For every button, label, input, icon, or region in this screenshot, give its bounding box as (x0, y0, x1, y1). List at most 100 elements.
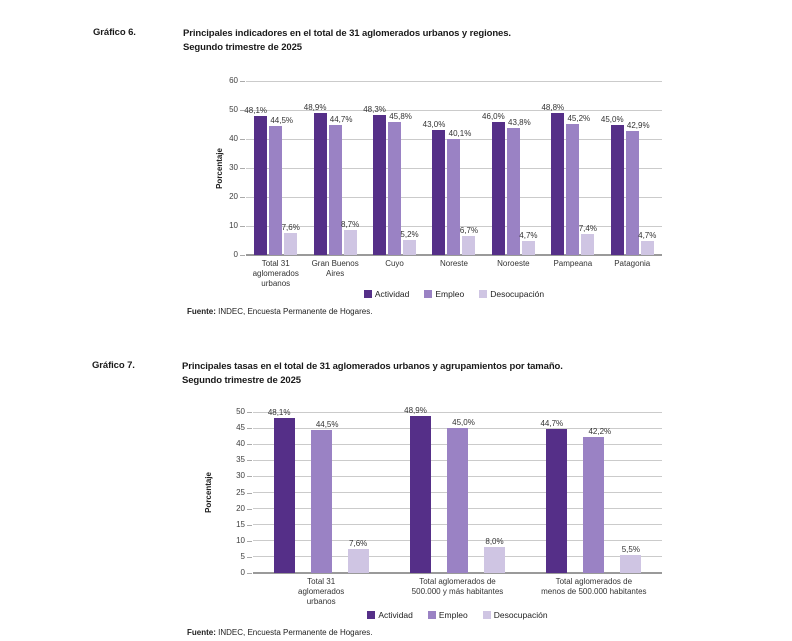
x-axis-category-label: Cuyo (385, 259, 404, 268)
figure-6-title: Principales indicadores en el total de 3… (183, 27, 511, 54)
x-axis-baseline (246, 254, 662, 256)
bar-group: 45,0% 42,9% 4,7% (601, 81, 662, 255)
gridline (246, 80, 662, 82)
y-axis-tick-mark (247, 492, 252, 494)
chart-legend: Actividad Empleo Desocupación (246, 289, 662, 299)
bar-value-label: 45,2% (567, 113, 591, 123)
figure-6-source-text: INDEC, Encuesta Permanente de Hogares. (215, 307, 373, 316)
bar-group: 48,1% 44,5% 7,6% (253, 408, 389, 573)
bar-actividad: 48,8% (541, 103, 565, 255)
bar-empleo: 40,1% (447, 129, 471, 255)
bar-desocupacion: 7,4% (579, 224, 597, 255)
legend-swatch-icon (479, 290, 488, 298)
bar-value-label: 44,7% (540, 419, 564, 429)
y-axis-tick-mark (247, 556, 252, 558)
bar-group: 48,9% 44,7% 8,7% (304, 81, 364, 255)
bar-value-label: 44,5% (270, 115, 294, 125)
legend-label: Desocupación (490, 289, 545, 299)
legend-swatch-icon (367, 611, 376, 619)
chart-grafico-7: 0 5 10 15 20 25 30 35 40 45 50 Porcentaje 48,1% 44,5%… (204, 406, 662, 620)
bar-value-label: 6,7% (459, 225, 479, 235)
legend-swatch-icon (363, 290, 372, 298)
y-axis-tick-mark (247, 540, 252, 542)
y-axis-tick-label: 50 (236, 407, 245, 416)
bar-empleo: 43,8% (506, 118, 531, 255)
figure-7-header: Gráfico 7. Principales tasas en el total… (92, 360, 563, 387)
bar-value-label: 48,3% (363, 104, 386, 114)
y-axis-tick-label: 30 (236, 471, 245, 481)
y-axis-tick-label: 30 (229, 163, 238, 172)
legend-item-desocupacion: Desocupación (479, 289, 544, 299)
bar-empleo: 44,5% (310, 420, 339, 573)
y-axis-title: Porcentaje (213, 81, 225, 255)
legend-item-empleo: Empleo (424, 289, 464, 299)
figure-7-label: Gráfico 7. (92, 360, 135, 371)
bar-group: 48,3% 45,8% 5,2% (363, 81, 424, 255)
figure-6-title-line2: Segundo trimestre de 2025 (183, 41, 302, 53)
bar-group: 48,1% 44,5% 7,6% (244, 81, 305, 255)
y-axis-tick-mark (240, 226, 245, 227)
bar-value-label: 43,8% (508, 117, 531, 127)
y-axis-tick-label: 25 (236, 487, 245, 497)
bar-empleo: 42,2% (583, 427, 611, 573)
bar-actividad: 48,3% (363, 105, 387, 255)
figure-6-header: Gráfico 6. Principales indicadores en el… (93, 27, 511, 54)
legend-item-desocupacion: Desocupación (482, 610, 548, 620)
y-axis-tick-mark (247, 444, 252, 446)
bar-value-label: 40,1% (448, 128, 472, 138)
bar-value-label: 48,9% (404, 405, 427, 415)
bar-desocupacion: 8,0% (483, 537, 505, 573)
figure-6-source-label: Fuente: (187, 307, 216, 316)
y-axis-tick-label: 15 (236, 519, 245, 529)
bar-desocupacion: 7,6% (282, 223, 300, 255)
y-axis-tick-mark (240, 168, 245, 169)
bar-group: 44,7% 42,2% 5,5% (526, 412, 662, 573)
legend-item-empleo: Empleo (427, 610, 468, 620)
bar-group: 48,9% 45,0% 8,0% (389, 406, 525, 573)
y-axis-tick-label: 20 (229, 192, 238, 201)
legend-label: Actividad (378, 610, 413, 620)
y-axis-tick-label: 40 (229, 134, 238, 143)
y-axis-tick-label: 10 (229, 221, 238, 230)
y-axis-tick-label: 40 (236, 439, 245, 449)
bar-desocupacion: 5,2% (400, 230, 419, 255)
x-axis-category-label: Total aglomerados de 500.000 y más habit… (411, 577, 504, 596)
bar-empleo: 45,2% (566, 114, 590, 255)
gridline (253, 427, 662, 429)
x-axis-category-label: Total 31 aglomerados urbanos (252, 259, 299, 288)
y-axis-tick-label: 20 (236, 503, 245, 513)
bar-value-label: 42,9% (626, 120, 650, 130)
y-axis-tick-label: 60 (229, 76, 238, 85)
bar-desocupacion: 6,7% (460, 226, 478, 255)
figure-7-title-line2: Segundo trimestre de 2025 (182, 374, 301, 386)
bar-actividad: 43,0% (423, 120, 446, 255)
bar-actividad: 46,0% (482, 112, 505, 255)
bar-value-label: 42,2% (588, 427, 612, 437)
x-axis-category-label: Pampeana (553, 259, 593, 268)
legend-swatch-icon (424, 290, 433, 298)
figure-6-label: Gráfico 6. (93, 27, 136, 38)
y-axis-tick-mark (247, 573, 252, 574)
bar-value-label: 48,8% (541, 103, 565, 113)
bar-value-label: 44,5% (315, 419, 339, 429)
y-axis-tick-mark (247, 476, 252, 478)
bar-value-label: 44,7% (329, 115, 353, 125)
gridline (246, 109, 662, 111)
y-axis-tick-label: 0 (240, 568, 245, 577)
figure-7-title: Principales tasas en el total de 31 aglo… (182, 360, 563, 387)
y-axis-title: Porcentaje (202, 412, 214, 573)
bar-actividad: 45,0% (601, 115, 624, 255)
bar-value-label: 48,1% (267, 408, 291, 418)
bar-value-label: 7,6% (349, 538, 368, 548)
bar-value-label: 46,0% (482, 111, 505, 121)
y-axis-tick-mark (240, 81, 245, 82)
bar-value-label: 5,2% (400, 229, 419, 239)
bar-desocupacion: 7,6% (347, 539, 369, 573)
bar-value-label: 4,7% (638, 231, 657, 241)
bar-desocupacion: 8,7% (341, 220, 359, 255)
bar-value-label: 7,6% (281, 222, 300, 232)
bar-groups: 48,1% 44,5% 7,6% 48,9% 45,0% 8,0% 44,7% 42,2% 5,… (253, 406, 662, 573)
bar-value-label: 8,0% (485, 537, 504, 547)
bar-groups: 48,1% 44,5% 7,6% 48,9% 44,7% 8,7% 48,3% 45,8% 5,… (244, 81, 662, 255)
